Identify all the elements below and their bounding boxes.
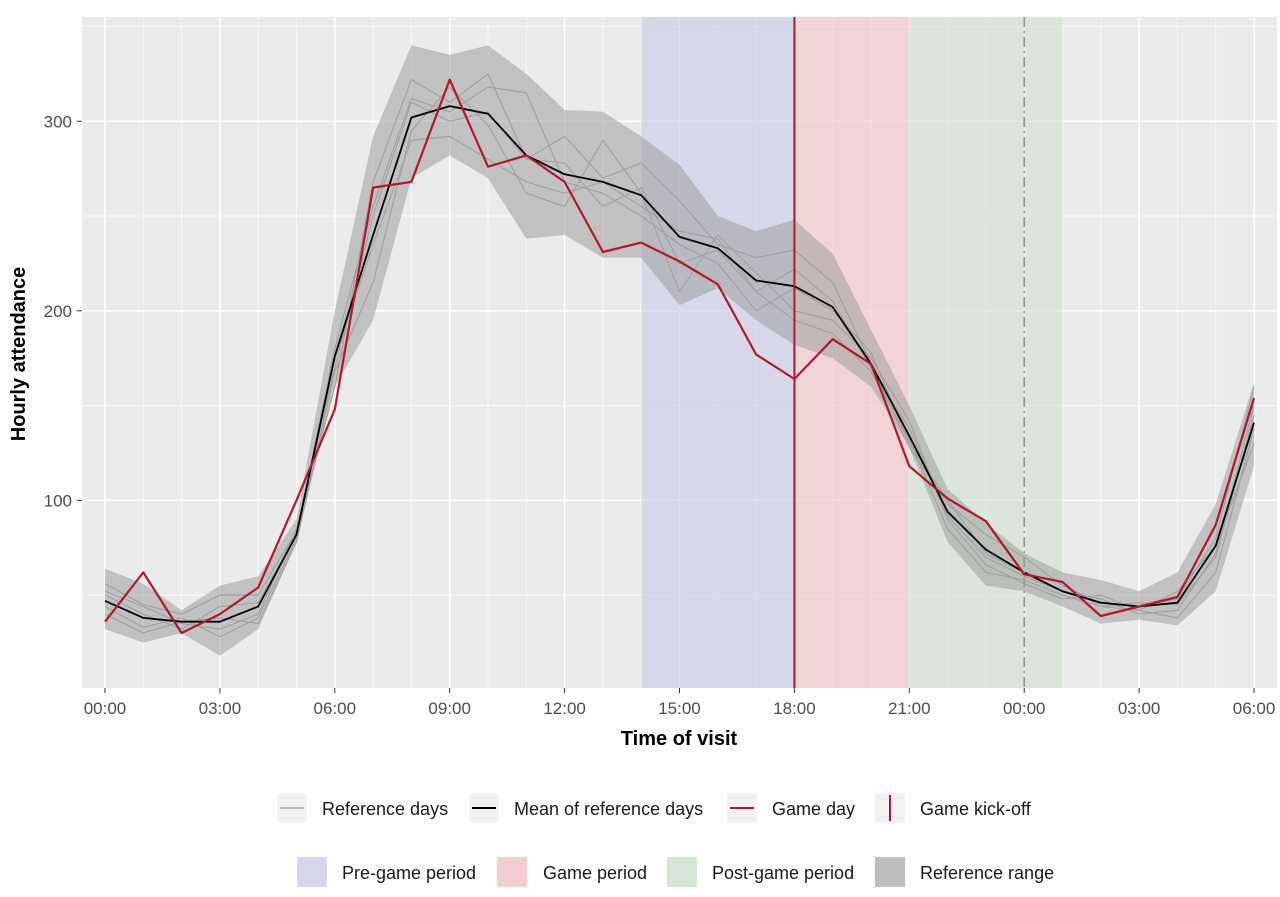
x-tick-label: 00:00 bbox=[1003, 699, 1046, 718]
x-tick-label: 00:00 bbox=[84, 699, 127, 718]
legend-postgame-swatch bbox=[667, 857, 697, 887]
period-bands bbox=[641, 17, 1063, 688]
x-axis-title: Time of visit bbox=[621, 728, 738, 750]
reference-range-band bbox=[105, 45, 1254, 656]
reference-day-line bbox=[104, 135, 1255, 638]
x-tick-label: 15:00 bbox=[658, 699, 701, 718]
x-tick-label: 21:00 bbox=[888, 699, 931, 718]
x-tick-label: 12:00 bbox=[543, 699, 586, 718]
legend-game-period-swatch bbox=[497, 857, 527, 887]
y-tick-label: 200 bbox=[44, 302, 72, 321]
mean-reference-line bbox=[104, 105, 1255, 623]
legend-reference-range-swatch bbox=[875, 857, 905, 887]
legend-label-game-day: Game day bbox=[772, 799, 855, 819]
legend-label-game-period: Game period bbox=[543, 863, 647, 883]
x-tick-label: 09:00 bbox=[428, 699, 471, 718]
x-tick-label: 03:00 bbox=[1118, 699, 1161, 718]
legend-label-postgame: Post-game period bbox=[712, 863, 854, 883]
legend-row-2: Pre-game period Game period Post-game pe… bbox=[297, 857, 1054, 887]
y-tick-label: 300 bbox=[44, 112, 72, 131]
legend-label-reference-days: Reference days bbox=[322, 799, 448, 819]
legend-pregame-swatch bbox=[297, 857, 327, 887]
legend-label-kickoff: Game kick-off bbox=[920, 799, 1032, 819]
marker-layer bbox=[793, 17, 1026, 688]
period-band-pre-game-period bbox=[641, 17, 795, 688]
x-tick-label: 06:00 bbox=[314, 699, 357, 718]
series-layer bbox=[104, 73, 1256, 638]
y-tick-label: 100 bbox=[44, 491, 72, 510]
y-axis-title: Hourly attendance bbox=[8, 267, 30, 441]
x-tick-label: 18:00 bbox=[773, 699, 816, 718]
axes: 00:00 03:00 06:00 09:00 12:00 15:00 18:00 21:00… bbox=[44, 112, 1276, 718]
x-tick-label: 06:00 bbox=[1233, 699, 1276, 718]
reference-day-line bbox=[104, 86, 1255, 634]
reference-range-layer bbox=[105, 45, 1254, 656]
x-tick-label: 03:00 bbox=[199, 699, 242, 718]
legend-label-reference-range: Reference range bbox=[920, 863, 1054, 883]
legend-label-mean: Mean of reference days bbox=[514, 799, 703, 819]
game-day-line bbox=[104, 78, 1256, 635]
legend-row-1: Reference days Mean of reference days Ga… bbox=[277, 793, 1032, 823]
legend-label-pregame: Pre-game period bbox=[342, 863, 476, 883]
